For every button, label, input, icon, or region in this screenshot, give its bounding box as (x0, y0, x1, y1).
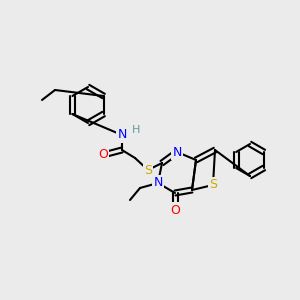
Text: N: N (153, 176, 163, 190)
Text: O: O (98, 148, 108, 161)
Text: H: H (132, 125, 140, 135)
Text: N: N (172, 146, 182, 158)
Text: S: S (209, 178, 217, 191)
Text: N: N (117, 128, 127, 142)
Text: S: S (144, 164, 152, 176)
Text: O: O (170, 203, 180, 217)
